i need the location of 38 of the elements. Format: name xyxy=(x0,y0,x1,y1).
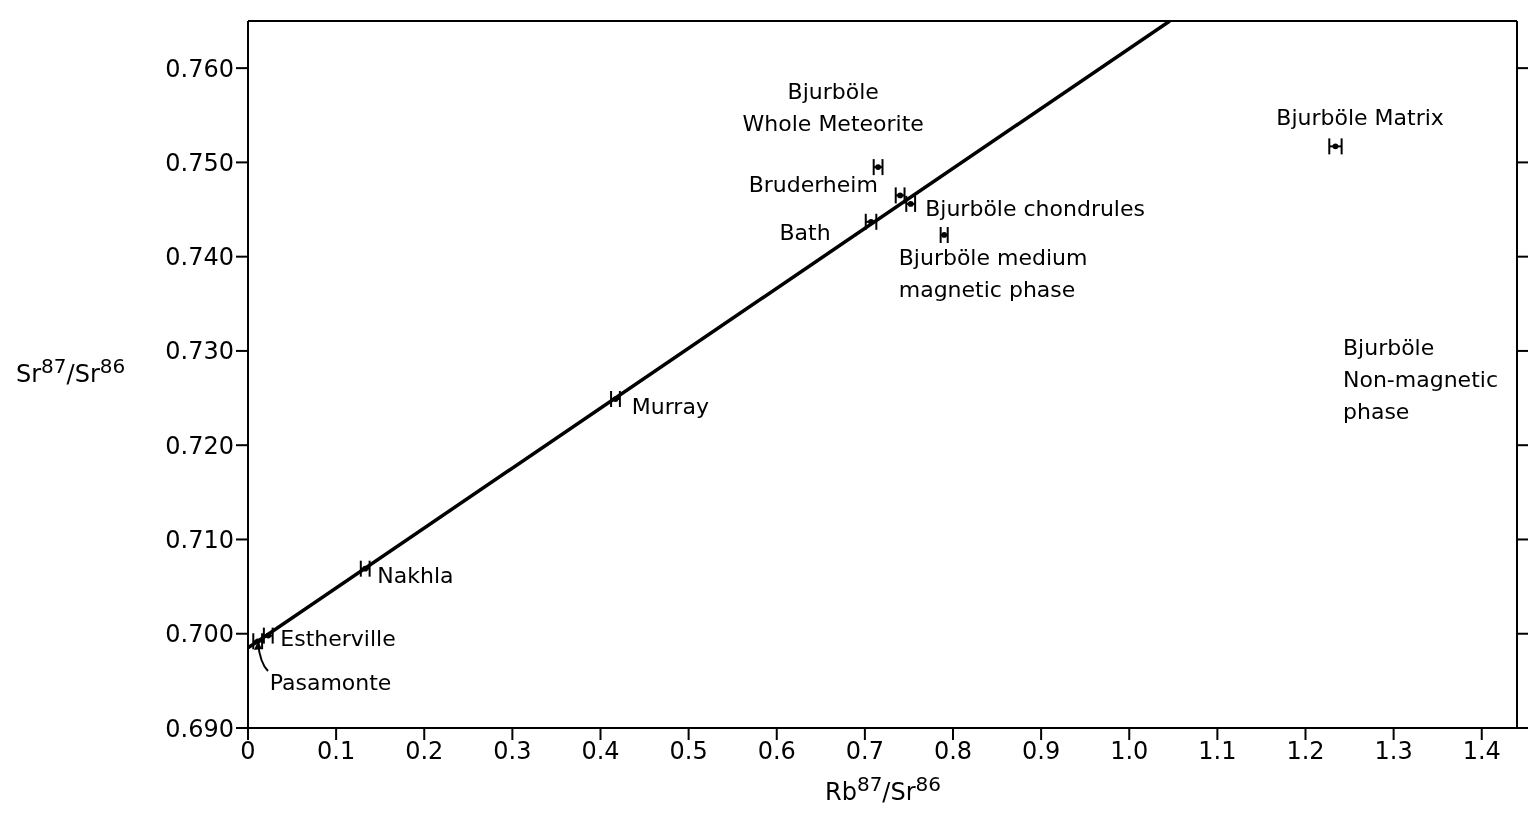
x-tick-label: 1.4 xyxy=(1462,737,1501,766)
annotation: Bjurböle Matrix xyxy=(1276,103,1444,132)
x-tick-label: 0.4 xyxy=(581,737,620,766)
x-tick-label: 0.8 xyxy=(933,737,973,766)
x-tick-label: 0.6 xyxy=(757,737,796,766)
y-tick-label: 0.720 xyxy=(165,431,234,460)
annotation: Bjurböle Whole Meteorite xyxy=(742,78,924,139)
annotation: Murray xyxy=(631,392,709,421)
point xyxy=(1332,143,1339,150)
x-axis-title: Rb$^{87}$/Sr$^{86}$ xyxy=(824,772,942,806)
annotation: Estherville xyxy=(280,625,396,654)
x-tick-label: 1.3 xyxy=(1374,737,1413,766)
y-tick-label: 0.700 xyxy=(165,620,234,649)
y-tick-label: 0.760 xyxy=(165,54,234,83)
x-tick-label: 0.2 xyxy=(405,737,444,766)
x-tick-label: 1.2 xyxy=(1286,737,1325,766)
x-tick-label: 0.5 xyxy=(669,737,708,766)
y-tick-label: 0.750 xyxy=(165,148,234,177)
x-tick-label: 1.0 xyxy=(1110,737,1149,766)
annotation: Bjurböle Non-magnetic phase xyxy=(1343,333,1498,426)
x-tick-label: 1.1 xyxy=(1198,737,1237,766)
annotation: Bath xyxy=(779,219,831,248)
annotation: Nakhla xyxy=(377,562,454,591)
annotation: Bjurböle medium magnetic phase xyxy=(898,244,1088,305)
y-axis-title: Sr$^{87}$/Sr$^{86}$ xyxy=(16,354,126,388)
x-tick-label: 0.9 xyxy=(1022,737,1061,766)
annotation: Bjurböle chondrules xyxy=(925,195,1145,224)
x-tick-label: 0.3 xyxy=(493,737,532,766)
x-tick-label: 0.7 xyxy=(845,737,884,766)
point xyxy=(868,218,874,225)
y-tick-label: 0.690 xyxy=(165,714,234,743)
y-tick-label: 0.730 xyxy=(165,337,234,366)
y-tick-label: 0.710 xyxy=(165,525,234,554)
annotation: Bruderheim xyxy=(748,170,878,199)
x-tick-label: 0.1 xyxy=(317,737,356,766)
x-tick-label: 0 xyxy=(240,737,256,766)
annotation: Pasamonte xyxy=(269,669,392,698)
y-tick-label: 0.740 xyxy=(165,243,234,272)
